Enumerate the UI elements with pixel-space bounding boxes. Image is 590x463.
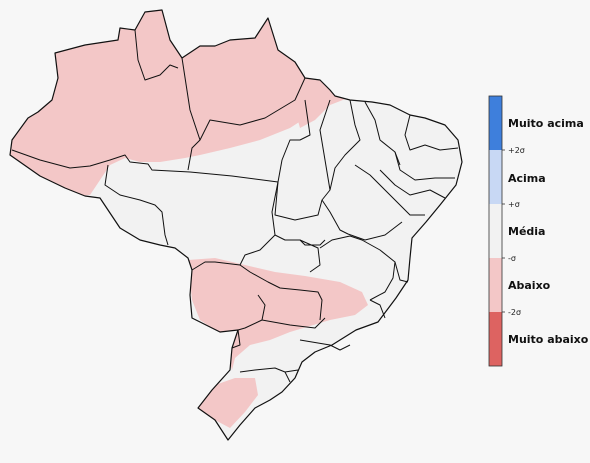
legend-tick-minus2sigma: -2σ (508, 308, 522, 317)
below-region-north (10, 10, 350, 200)
legend-label-media: Média (508, 225, 546, 238)
legend-swatch-media (489, 204, 502, 258)
legend-colorbar (488, 95, 505, 367)
legend-tick-minus1sigma: -σ (508, 254, 516, 263)
legend-swatch-muito-abaixo (489, 312, 502, 366)
national-border (9, 9, 463, 441)
legend-label-abaixo: Abaixo (508, 279, 551, 292)
legend-tick-plus2sigma: +2σ (508, 146, 525, 155)
legend-tick-plus1sigma: +σ (508, 200, 520, 209)
legend-label-acima: Acima (508, 172, 546, 185)
state-borders (11, 29, 459, 383)
legend-swatch-abaixo (489, 258, 502, 312)
legend-swatch-muito-acima (489, 96, 502, 150)
below-region-south (195, 378, 258, 428)
legend-frame (488, 95, 503, 367)
legend-label-muito-acima: Muito acima (508, 117, 584, 130)
legend-swatch-acima (489, 150, 502, 204)
legend-label-muito-abaixo: Muito abaixo (508, 333, 589, 346)
